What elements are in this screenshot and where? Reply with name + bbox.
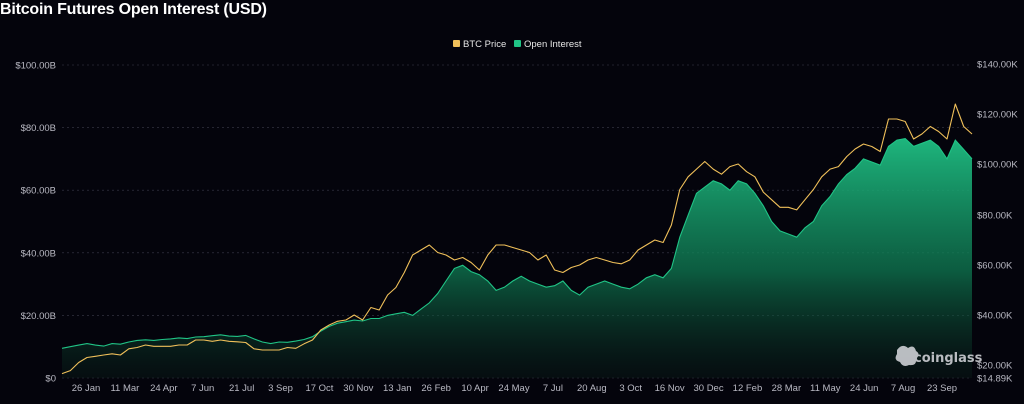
right-tick-label: $120.00K xyxy=(977,110,1018,121)
x-tick-label: 26 Feb xyxy=(421,383,451,394)
legend: BTC Price Open Interest xyxy=(453,39,582,50)
btc-price-line xyxy=(61,103,973,375)
right-tick-label: $60.00K xyxy=(977,261,1013,272)
x-tick-label: 7 Jul xyxy=(543,383,563,394)
x-tick-label: 16 Nov xyxy=(655,383,685,394)
right-tick-label: $80.00K xyxy=(977,211,1013,222)
x-tick-label: 30 Nov xyxy=(343,383,373,394)
x-tick-label: 17 Oct xyxy=(305,383,333,394)
x-tick-label: 13 Jan xyxy=(383,383,412,394)
right-tick-label: $20.00K xyxy=(977,361,1013,372)
x-tick-label: 24 May xyxy=(498,383,529,394)
legend-swatch-btc-price xyxy=(453,40,460,47)
x-tick-label: 24 Apr xyxy=(150,383,177,394)
legend-swatch-open-interest xyxy=(514,40,521,47)
left-axis: $0 $20.00B $40.00B $60.00B $80.00B $100.00B xyxy=(15,61,56,385)
left-tick-label: $80.00B xyxy=(21,123,56,134)
open-interest-series xyxy=(61,138,973,378)
right-axis: $14.89K $20.00K $40.00K $60.00K $80.00K $100.… xyxy=(977,60,1018,385)
coinglass-logo-text: coinglass xyxy=(914,351,983,366)
chart-title: Bitcoin Futures Open Interest (USD) xyxy=(0,1,267,18)
x-tick-label: 20 Aug xyxy=(577,383,607,394)
open-interest-line xyxy=(61,138,973,349)
btc-price-series xyxy=(61,103,973,375)
right-tick-label: $140.00K xyxy=(977,60,1018,71)
x-tick-label: 26 Jan xyxy=(72,383,101,394)
right-tick-label: $100.00K xyxy=(977,160,1018,171)
x-tick-label: 7 Jun xyxy=(191,383,214,394)
left-tick-label: $20.00B xyxy=(21,311,56,322)
open-interest-area xyxy=(62,138,972,378)
legend-label-open-interest: Open Interest xyxy=(524,39,582,50)
x-tick-label: 12 Feb xyxy=(733,383,763,394)
right-tick-label: $40.00K xyxy=(977,311,1013,322)
left-tick-label: $40.00B xyxy=(21,248,56,259)
x-tick-label: 10 Apr xyxy=(461,383,488,394)
x-tick-label: 11 May xyxy=(810,383,841,394)
coinglass-logo-icon xyxy=(895,345,919,366)
right-tick-label: $14.89K xyxy=(977,374,1013,385)
x-tick-label: 30 Dec xyxy=(693,383,723,394)
x-tick-label: 7 Aug xyxy=(891,383,915,394)
left-tick-label: $0 xyxy=(45,374,56,385)
x-tick-label: 24 Jun xyxy=(850,383,879,394)
x-tick-label: 3 Sep xyxy=(268,383,293,394)
left-tick-label: $100.00B xyxy=(15,61,56,72)
x-tick-label: 23 Sep xyxy=(927,383,957,394)
coinglass-logo: coinglass xyxy=(895,345,983,366)
legend-label-btc-price: BTC Price xyxy=(463,39,506,50)
x-tick-label: 28 Mar xyxy=(772,383,802,394)
x-tick-label: 3 Oct xyxy=(619,383,642,394)
left-tick-label: $60.00B xyxy=(21,186,56,197)
x-tick-label: 21 Jul xyxy=(229,383,254,394)
x-tick-label: 11 Mar xyxy=(110,383,139,394)
x-axis: 26 Jan 11 Mar 24 Apr 7 Jun 21 Jul 3 Sep 17 Oct… xyxy=(72,383,957,394)
